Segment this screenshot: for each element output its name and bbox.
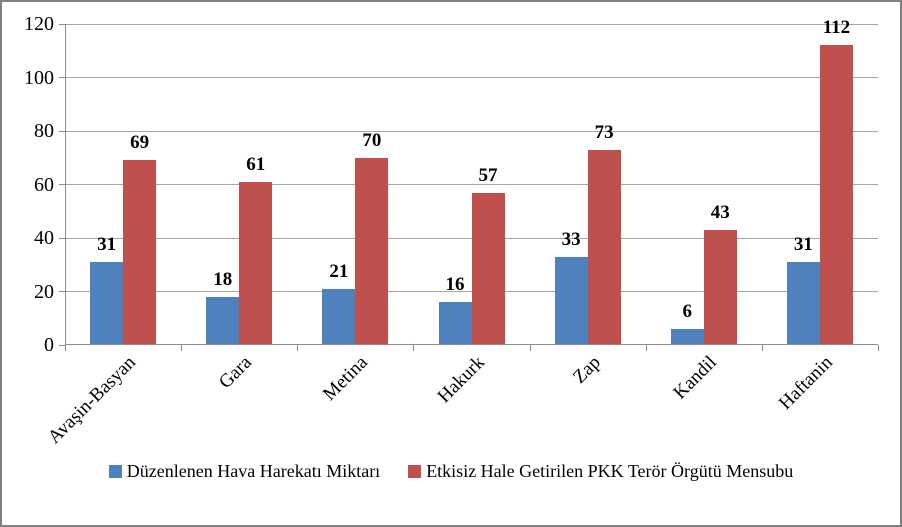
data-label-Haftanin-series1: 31 <box>793 234 813 256</box>
gridline-100 <box>65 77 878 78</box>
x-tick-mark <box>297 345 299 351</box>
bar-Metina-series2 <box>355 157 389 345</box>
bar-Hakurk-series2 <box>471 192 505 345</box>
y-tick-mark <box>59 77 65 78</box>
y-axis-line <box>65 24 66 345</box>
data-label-Gara-series1: 18 <box>213 268 233 290</box>
x-tick-mark <box>878 345 879 351</box>
bar-Hakurk-series1 <box>438 302 472 345</box>
y-tick-mark <box>59 237 65 239</box>
bar-Haftanin-series1 <box>786 262 820 345</box>
y-tick-label-0: 0 <box>44 334 54 356</box>
legend-item-series1[interactable]: Düzenlenen Hava Harekatı Miktarı <box>108 460 381 482</box>
y-tick-label-60: 60 <box>34 173 54 196</box>
x-tick-mark <box>413 345 415 351</box>
data-label-Metina-series2: 70 <box>362 129 382 151</box>
series2-swatch-icon <box>408 464 422 478</box>
gridline-80 <box>65 130 878 132</box>
x-tick-mark <box>65 345 66 351</box>
y-tick-label-40: 40 <box>34 227 54 249</box>
y-tick-mark <box>59 23 65 25</box>
y-tick-label-100: 100 <box>24 66 54 89</box>
bar-Zap-series2 <box>587 149 621 345</box>
x-tick-mark <box>181 345 183 351</box>
x-tick-mark <box>761 345 763 351</box>
bar-Kandil-series2 <box>703 229 737 345</box>
bar-Avaşin-Basyan-series1 <box>90 262 124 345</box>
data-label-Hakurk-series1: 16 <box>445 274 465 296</box>
bar-Kandil-series1 <box>670 328 704 345</box>
data-label-Hakurk-series2: 57 <box>478 164 498 186</box>
bar-Gara-series1 <box>206 296 240 345</box>
y-tick-label-80: 80 <box>34 120 54 142</box>
data-label-Gara-series2: 61 <box>246 153 266 175</box>
legend-item-series2[interactable]: Etkisiz Hale Getirilen PKK Terör Örgütü … <box>408 460 793 482</box>
series1-swatch-icon <box>108 464 122 478</box>
x-tick-mark <box>529 345 531 351</box>
gridline-120 <box>65 23 878 25</box>
bar-Metina-series1 <box>322 288 356 345</box>
y-tick-mark <box>59 344 65 346</box>
y-tick-mark <box>59 291 65 292</box>
data-label-Zap-series2: 73 <box>594 121 614 143</box>
bar-Gara-series2 <box>239 181 273 345</box>
y-tick-mark <box>59 184 65 185</box>
y-tick-label-20: 20 <box>34 280 54 303</box>
data-label-Kandil-series1: 6 <box>682 300 693 322</box>
data-label-Avaşin-Basyan-series1: 31 <box>97 234 117 256</box>
data-label-Metina-series1: 21 <box>329 260 349 282</box>
legend-label-series2: Etkisiz Hale Getirilen PKK Terör Örgütü … <box>426 461 794 481</box>
data-label-Haftanin-series2: 112 <box>822 17 851 39</box>
y-tick-mark <box>59 130 65 132</box>
bar-Haftanin-series2 <box>819 45 853 345</box>
bar-Avaşin-Basyan-series2 <box>123 160 157 345</box>
y-tick-label-120: 120 <box>24 13 54 35</box>
gridline-60 <box>65 184 878 185</box>
bar-Zap-series1 <box>554 256 588 345</box>
data-label-Kandil-series2: 43 <box>710 201 730 223</box>
x-tick-mark <box>645 345 647 351</box>
legend: Düzenlenen Hava Harekatı Miktarı Etkisiz… <box>2 460 900 482</box>
legend-label-series1: Düzenlenen Hava Harekatı Miktarı <box>126 461 381 481</box>
plot-area: 31 69 18 61 21 70 16 57 33 73 6 43 31 112 <box>65 18 878 345</box>
data-label-Avaşin-Basyan-series2: 69 <box>130 132 150 154</box>
x-axis-line <box>65 344 878 345</box>
data-label-Zap-series1: 33 <box>561 228 581 250</box>
